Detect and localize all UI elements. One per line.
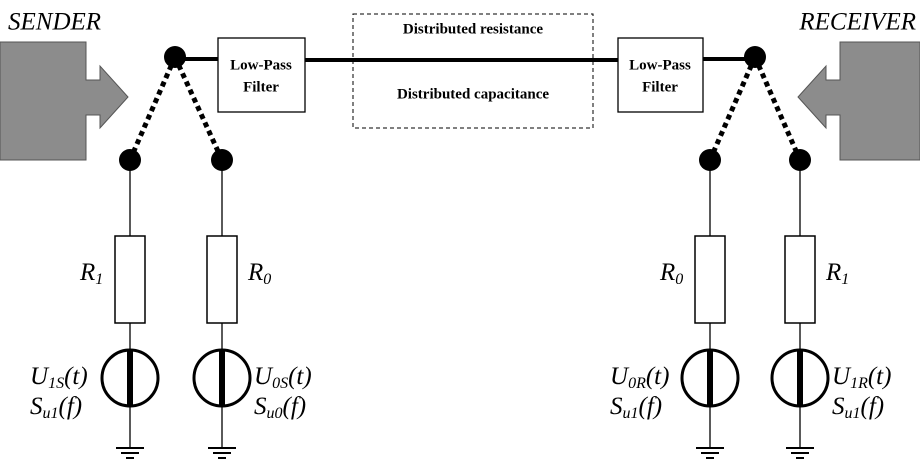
switch-contact (707, 55, 758, 162)
subscript: 1 (841, 271, 849, 288)
filter-box (217, 37, 306, 113)
source-voltage-label: U0R(t) (610, 363, 669, 392)
argument: (t) (868, 363, 892, 390)
resistor (206, 235, 238, 324)
subscript: u1 (845, 405, 861, 422)
argument: (t) (288, 363, 312, 390)
filter-box (617, 37, 704, 113)
switch-contact (127, 55, 178, 162)
subscript: u0 (267, 405, 283, 422)
cable-bottom-label: Distributed capacitance (397, 86, 549, 102)
argument: (t) (64, 363, 88, 390)
symbol: S (610, 393, 623, 420)
resistor (784, 235, 816, 324)
symbol: S (254, 393, 267, 420)
source-spectrum-label: Su1(f) (610, 393, 662, 422)
cable-label-bg (370, 18, 576, 40)
subscript: 0R (628, 375, 646, 392)
subscript: u1 (43, 405, 59, 422)
branches: R1U1S(t)Su1(f)R0U0S(t)Su0(f)R0U0R(t)Su1(… (30, 160, 891, 459)
source-spectrum-label: Su0(f) (254, 393, 306, 422)
argument: (t) (646, 363, 670, 390)
subscript: 1R (850, 375, 868, 392)
resistor-label: R1 (825, 259, 849, 288)
argument: (f) (283, 393, 307, 420)
symbol: R (247, 259, 263, 286)
resistor (694, 235, 726, 324)
subscript: 0 (675, 271, 683, 288)
sender-block (0, 41, 129, 161)
subscript: 0S (272, 375, 288, 392)
switch-contact (752, 55, 803, 162)
filter-label: Filter (243, 79, 279, 95)
source-voltage-label: U1R(t) (832, 363, 891, 392)
subscript: u1 (623, 405, 639, 422)
receiver-label: RECEIVER (798, 9, 916, 36)
source-voltage-label: U1S(t) (30, 363, 88, 392)
node (164, 46, 186, 68)
subscript: 1 (95, 271, 103, 288)
sender-label: SENDER (8, 9, 101, 36)
switches (127, 55, 803, 162)
resistor-label: R1 (79, 259, 103, 288)
subscript: 0 (263, 271, 271, 288)
argument: (f) (59, 393, 83, 420)
symbol: U (610, 363, 630, 390)
symbol: S (30, 393, 43, 420)
resistor-label: R0 (659, 259, 683, 288)
symbol: U (30, 363, 50, 390)
filter-label: Low-Pass (629, 57, 691, 73)
cable-box (352, 13, 594, 129)
source-voltage-label: U0S(t) (254, 363, 312, 392)
symbol: U (254, 363, 274, 390)
resistor (114, 235, 146, 324)
source-spectrum-label: Su1(f) (832, 393, 884, 422)
argument: (f) (861, 393, 885, 420)
symbol: R (79, 259, 95, 286)
source-spectrum-label: Su1(f) (30, 393, 82, 422)
node (744, 46, 766, 68)
resistor-label: R0 (247, 259, 271, 288)
symbol: R (659, 259, 675, 286)
filter-label: Filter (642, 79, 678, 95)
symbol: S (832, 393, 845, 420)
symbol: R (825, 259, 841, 286)
argument: (f) (639, 393, 663, 420)
switch-contact (172, 55, 225, 162)
symbol: U (832, 363, 852, 390)
subscript: 1S (48, 375, 64, 392)
cable-top-label: Distributed resistance (403, 21, 543, 37)
filter-label: Low-Pass (230, 57, 292, 73)
receiver-block (797, 41, 920, 161)
